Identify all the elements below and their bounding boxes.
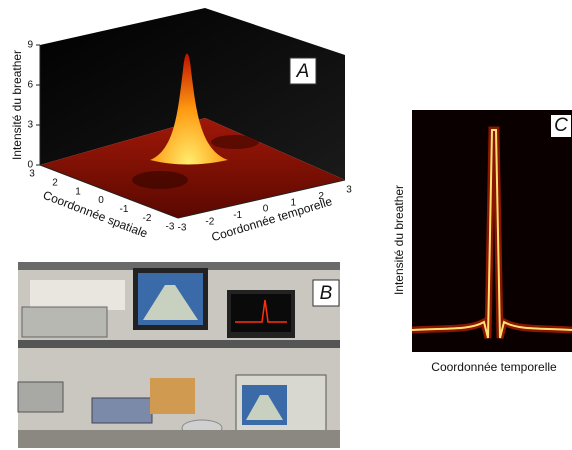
panel-label: A xyxy=(296,61,310,82)
y-axis-label: Intensité du breather xyxy=(392,185,406,295)
x-tick-label: 1 xyxy=(75,186,81,197)
surface-dip xyxy=(132,171,188,189)
instrument xyxy=(92,398,152,423)
instrument xyxy=(18,382,63,412)
panel-b: B xyxy=(18,262,340,448)
x-tick-label: 0 xyxy=(98,195,104,206)
x-tick-label: 3 xyxy=(29,169,35,180)
surface-dip xyxy=(211,135,259,149)
y-tick-label: 6 xyxy=(27,80,33,91)
panel-label: C xyxy=(554,115,568,136)
x-tick-label: 2 xyxy=(52,177,58,188)
panel-c: C Intensité du breather Coordonnée tempo… xyxy=(392,110,572,374)
shelf xyxy=(18,340,340,348)
y-tick-label: 9 xyxy=(27,40,33,51)
wall-poster xyxy=(30,280,125,310)
screen xyxy=(231,294,291,332)
z-tick-label: 3 xyxy=(346,185,352,196)
fiber-spools xyxy=(150,378,195,414)
panel-label: B xyxy=(320,283,333,304)
table xyxy=(18,430,340,448)
z-tick-label: -3 xyxy=(178,223,187,234)
z-tick-label: -1 xyxy=(233,210,242,221)
x-tick-label: -2 xyxy=(143,213,152,224)
x-tick-label: -3 xyxy=(166,222,175,233)
z-tick-label: -2 xyxy=(205,216,214,227)
x-tick-label: -1 xyxy=(120,204,129,215)
figure: 03693210-1-2-3-3-2-10123 Intensité du br… xyxy=(0,0,572,450)
y-tick-label: 3 xyxy=(27,120,33,131)
instrument xyxy=(22,307,107,337)
x-axis-label: Coordonnée temporelle xyxy=(431,360,557,374)
y-axis-label: Intensité du breather xyxy=(10,50,24,160)
